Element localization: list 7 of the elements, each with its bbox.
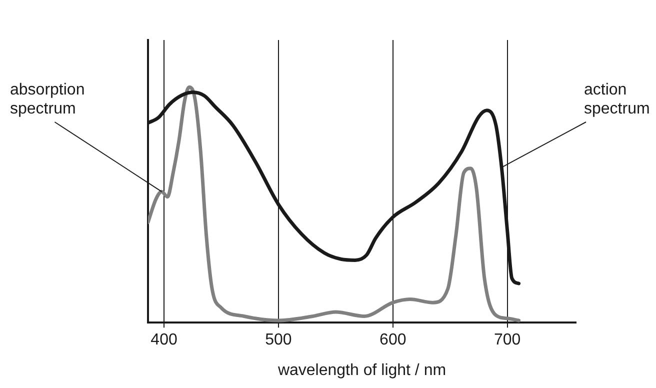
x-tick-label: 600 <box>380 332 406 349</box>
annotation: absorption spectrum <box>10 81 85 118</box>
x-tick-label: 500 <box>265 332 292 349</box>
x-axis-title: wavelength of light / nm <box>276 362 446 379</box>
x-tick-label: 700 <box>494 332 521 349</box>
annotation: action spectrum <box>584 81 650 118</box>
x-tick-label: 400 <box>150 332 178 349</box>
